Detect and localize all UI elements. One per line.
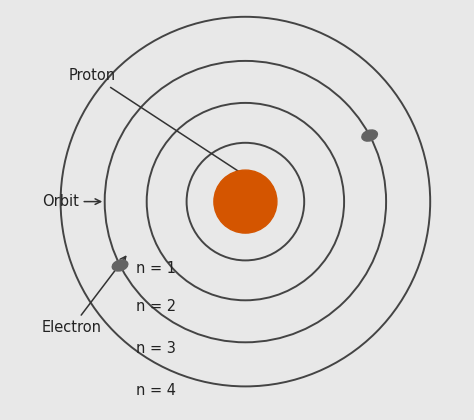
- Text: n = 4: n = 4: [136, 383, 176, 398]
- Ellipse shape: [112, 260, 128, 271]
- Text: Orbit: Orbit: [42, 194, 100, 209]
- Text: Electron: Electron: [42, 257, 126, 335]
- Text: n = 1: n = 1: [136, 261, 176, 276]
- Text: n = 2: n = 2: [136, 299, 176, 314]
- Ellipse shape: [362, 130, 377, 141]
- Text: n = 3: n = 3: [136, 341, 176, 356]
- Text: Proton: Proton: [69, 68, 252, 180]
- Circle shape: [214, 170, 277, 233]
